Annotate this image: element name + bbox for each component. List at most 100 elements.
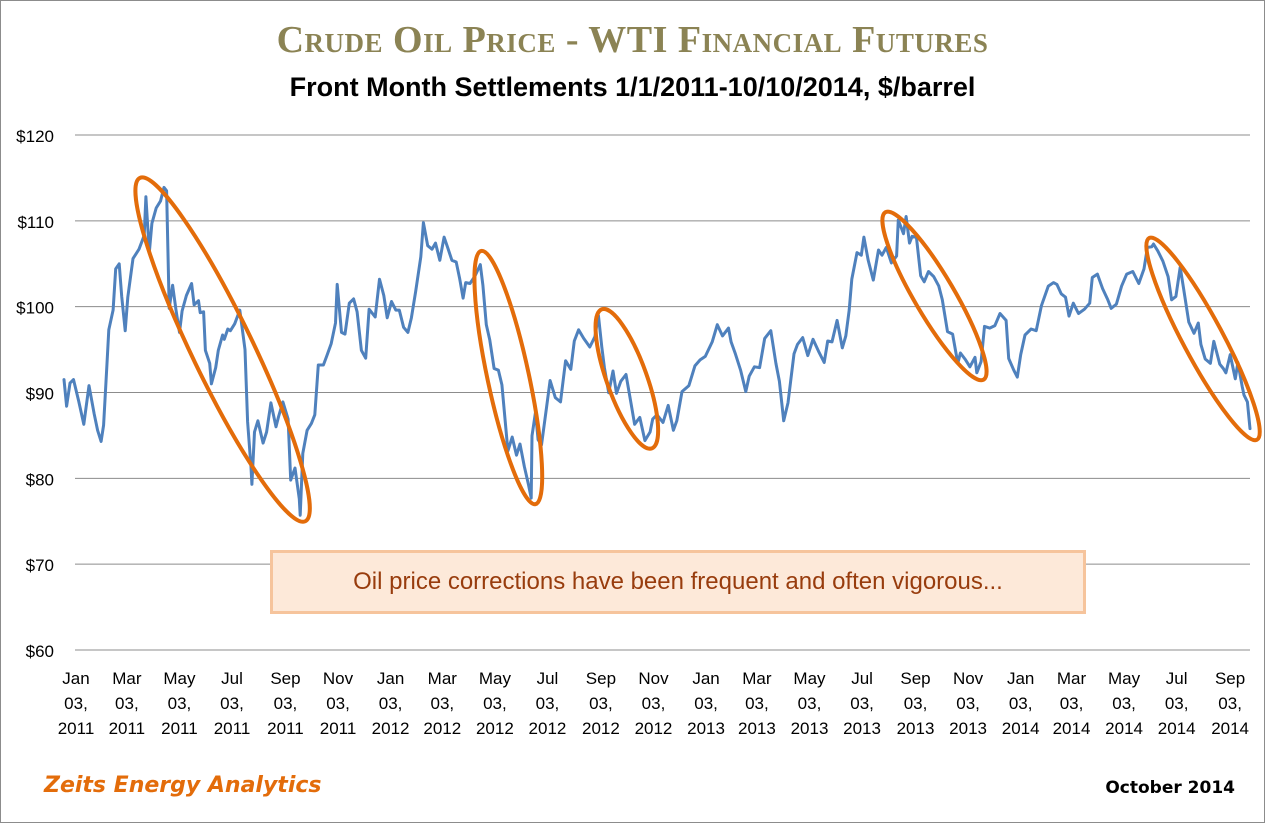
x-tick-label: Mar 03, 2014: [1053, 669, 1091, 738]
x-tick-label-line: 2014: [1158, 719, 1196, 738]
x-tick-label-line: Nov: [638, 669, 669, 688]
y-tick-label: $90: [26, 385, 54, 404]
x-tick-label: Jul 03, 2011: [214, 669, 251, 738]
x-tick-label-line: Jul: [537, 669, 559, 688]
y-tick-label: $110: [17, 213, 54, 232]
x-tick-label-line: 03,: [274, 694, 298, 713]
x-tick-label-line: 03,: [168, 694, 192, 713]
x-tick-label-line: 03,: [745, 694, 769, 713]
x-tick-label-line: 2014: [1105, 719, 1143, 738]
correction-ellipse: [133, 175, 312, 524]
series-layer: [62, 185, 1252, 517]
x-tick-label-line: 03,: [536, 694, 560, 713]
x-tick-label-line: 03,: [326, 694, 350, 713]
x-tick-label-line: 03,: [642, 694, 666, 713]
x-tick-label-line: Sep: [900, 669, 930, 688]
brand-label: Zeits Energy Analytics: [44, 773, 322, 798]
x-tick-label-line: 2012: [529, 719, 567, 738]
x-tick-label-line: 2011: [58, 719, 95, 738]
x-tick-label-line: 03,: [694, 694, 718, 713]
x-tick-label-line: 2014: [1211, 719, 1249, 738]
gridlines: [75, 134, 1250, 651]
x-tick-label-line: 2014: [1053, 719, 1091, 738]
x-tick-label-line: 03,: [589, 694, 613, 713]
y-tick-label: $60: [26, 642, 54, 661]
y-tick-label: $100: [16, 299, 54, 318]
x-tick-label-line: 03,: [379, 694, 403, 713]
x-axis-ticks: Jan 03, 2011 Mar 03, 2011 May 03, 2011 Jul 03, 2011…: [58, 669, 1249, 738]
x-tick-label-line: 03,: [1218, 694, 1242, 713]
x-tick-label-line: Mar: [742, 669, 772, 688]
x-tick-label: Mar 03, 2011: [109, 669, 146, 738]
series-line: [62, 185, 1252, 517]
x-tick-label-line: 2012: [582, 719, 620, 738]
x-tick-label-line: 2011: [267, 719, 304, 738]
report-date: October 2014: [1105, 778, 1235, 798]
x-tick-label: Sep 03, 2014: [1211, 669, 1249, 738]
x-tick-label-line: Jul: [1166, 669, 1188, 688]
x-tick-label-line: Mar: [428, 669, 458, 688]
x-tick-label: Jan 03, 2011: [58, 669, 95, 738]
x-tick-label: Jul 03, 2013: [843, 669, 881, 738]
x-tick-label-line: 03,: [1009, 694, 1033, 713]
chart-subtitle: Front Month Settlements 1/1/2011-10/10/2…: [289, 72, 976, 102]
x-tick-label: Mar 03, 2013: [738, 669, 776, 738]
x-tick-label-line: 2013: [687, 719, 725, 738]
x-tick-label: Sep 03, 2011: [267, 669, 304, 738]
x-tick-label-line: 2013: [949, 719, 987, 738]
x-tick-label-line: 2012: [635, 719, 673, 738]
x-tick-label: Sep 03, 2013: [897, 669, 935, 738]
x-tick-label-line: 03,: [64, 694, 88, 713]
y-tick-label: $70: [26, 556, 54, 575]
x-tick-label-line: 03,: [1112, 694, 1136, 713]
x-tick-label: Nov 03, 2012: [635, 669, 673, 738]
x-tick-label-line: Nov: [953, 669, 984, 688]
correction-ellipse: [593, 306, 661, 451]
x-tick-label: Jan 03, 2014: [1002, 669, 1040, 738]
correction-ellipse: [1144, 235, 1262, 443]
x-tick-label-line: 2011: [161, 719, 198, 738]
x-tick-label-line: Jan: [62, 669, 89, 688]
y-tick-label: $80: [26, 470, 54, 489]
x-tick-label-line: 03,: [798, 694, 822, 713]
x-tick-label-line: 2012: [423, 719, 461, 738]
x-tick-label-line: Jan: [1007, 669, 1034, 688]
x-tick-label-line: Nov: [323, 669, 354, 688]
x-tick-label-line: 2013: [738, 719, 776, 738]
y-axis-ticks: $60 $70 $80 $90 $100 $110 $120: [16, 127, 54, 661]
x-tick-label: Mar 03, 2012: [423, 669, 461, 738]
x-tick-label-line: 03,: [483, 694, 507, 713]
x-tick-label: Nov 03, 2011: [320, 669, 357, 738]
x-tick-label-line: Sep: [270, 669, 300, 688]
x-tick-label-line: 2012: [372, 719, 410, 738]
correction-ellipse: [880, 209, 989, 383]
x-tick-label-line: 03,: [1165, 694, 1189, 713]
x-tick-label-line: 03,: [115, 694, 139, 713]
x-tick-label: Jan 03, 2012: [372, 669, 410, 738]
correction-ellipse: [472, 248, 545, 507]
x-tick-label-line: May: [479, 669, 512, 688]
x-tick-label-line: 03,: [1060, 694, 1084, 713]
x-tick-label-line: 03,: [220, 694, 244, 713]
x-tick-label-line: Mar: [1057, 669, 1087, 688]
x-tick-label-line: Jan: [692, 669, 719, 688]
x-tick-label-line: 2012: [476, 719, 514, 738]
x-tick-label: Jan 03, 2013: [687, 669, 725, 738]
x-tick-label: May 03, 2013: [791, 669, 829, 738]
x-tick-label-line: 2011: [214, 719, 251, 738]
x-tick-label-line: 2013: [897, 719, 935, 738]
annotation-layer: [133, 175, 1262, 524]
x-tick-label-line: Jul: [851, 669, 873, 688]
x-tick-label: May 03, 2011: [161, 669, 198, 738]
x-tick-label: Jul 03, 2014: [1158, 669, 1196, 738]
x-tick-label-line: 2014: [1002, 719, 1040, 738]
x-tick-label-line: May: [163, 669, 196, 688]
x-tick-label: Jul 03, 2012: [529, 669, 567, 738]
x-tick-label-line: Sep: [1215, 669, 1245, 688]
x-tick-label: Sep 03, 2012: [582, 669, 620, 738]
x-tick-label: Nov 03, 2013: [949, 669, 987, 738]
x-tick-label-line: Mar: [112, 669, 142, 688]
x-tick-label-line: 2011: [109, 719, 146, 738]
x-tick-label-line: Jan: [377, 669, 404, 688]
